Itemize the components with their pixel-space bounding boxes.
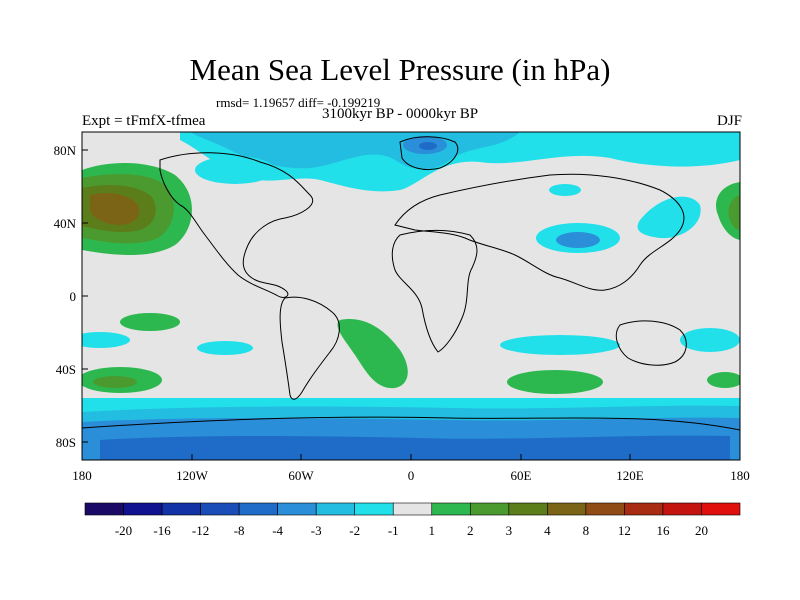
legend-label: 3 [506,523,513,538]
legend-label: 8 [583,523,590,538]
legend-swatch [624,502,664,516]
southwest-pacific-positive [707,372,740,388]
antarctic-band-dark-blue [100,435,730,460]
coastlines [82,136,740,431]
lon-label-60w: 60W [288,468,314,483]
eurasia-coast [394,173,685,291]
greenland-sea-low-core [419,142,437,150]
south-pacific-anomaly-2 [197,341,253,355]
tropical-pacific-positive [120,313,180,331]
legend-swatch [431,502,471,516]
legend-label: -2 [349,523,360,538]
period-label: 3100kyr BP - 0000kyr BP [321,106,479,122]
legend-swatch [123,502,163,516]
longitude-axis: 180 120W 60W 0 60E 120E 180 [72,454,750,483]
lat-label-80n: 80N [54,143,77,158]
legend-swatch [277,502,317,516]
legend-swatch [547,502,587,516]
legend-label: 4 [544,523,551,538]
legend-swatch [84,502,124,516]
legend-label: 20 [695,523,708,538]
north-pacific-anomaly-brown [90,193,140,225]
chart-title: Mean Sea Level Pressure (in hPa) [189,52,611,87]
pressure-field [82,132,740,460]
legend-label: 1 [429,523,436,538]
australia-coast [615,320,687,366]
west-pacific-positive-core [728,195,740,230]
greenland-coast [399,136,459,171]
legend-label: -12 [192,523,209,538]
central-asia-anomaly [549,184,581,196]
east-asia-anomaly [637,196,701,239]
latitude-axis: 80N 40N 0 40S 80S [54,143,88,450]
legend-swatch [469,502,510,516]
legend-label: -20 [115,523,132,538]
legend-label: 12 [618,523,631,538]
legend-label: -1 [388,523,399,538]
west-pacific-anomaly [680,328,740,352]
lon-label-120w: 120W [176,468,209,483]
legend-label: 2 [467,523,474,538]
lat-label-eq: 0 [70,289,77,304]
legend-swatch [508,502,548,516]
season-label: DJF [716,113,742,129]
south-america-coast [279,296,340,400]
lat-label-40s: 40S [56,362,76,377]
africa-coast [391,229,478,353]
south-indian-positive [507,370,603,394]
canada-anomaly [195,156,275,184]
legend-swatch [354,502,394,516]
lat-label-40n: 40N [54,216,77,231]
lon-label-60e: 60E [511,468,532,483]
color-legend: -20 -16 -12 -8 -4 -3 -2 -1 1 2 3 4 8 12 16 20 [84,502,741,538]
lon-label-0: 0 [408,468,415,483]
tibet-anomaly-blue [556,232,600,248]
legend-swatch [585,502,625,516]
legend-label: 16 [656,523,670,538]
legend-swatch [701,502,741,516]
south-atlantic-positive [337,319,408,389]
legend-swatch [315,502,356,516]
south-pacific-anomaly [82,332,130,348]
lon-label-120e: 120E [616,468,644,483]
antarctica-coast [82,416,740,431]
legend-label: -16 [153,523,171,538]
legend-label: -8 [234,523,245,538]
legend-swatch [238,502,278,516]
rmsd-diff-stats: rmsd= 1.19657 diff= -0.199219 [216,95,381,110]
lat-label-80s: 80S [56,435,76,450]
lon-label-180w: 180 [72,468,92,483]
legend-swatch [200,502,240,516]
north-america-coast [159,152,313,298]
legend-label: -3 [311,523,322,538]
experiment-label: Expt = tFmfX-tfmea [82,113,206,129]
indian-ocean-anomaly [500,335,620,355]
legend-label: -4 [272,523,283,538]
legend-swatch [392,502,433,516]
south-pacific-positive-core [93,376,137,388]
legend-swatch [161,502,201,516]
legend-swatch [662,502,702,516]
lon-label-180e: 180 [730,468,750,483]
